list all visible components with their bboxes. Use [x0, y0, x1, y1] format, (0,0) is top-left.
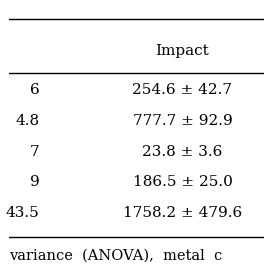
Text: 6: 6	[30, 83, 39, 97]
Text: 43.5: 43.5	[6, 206, 39, 220]
Text: 186.5 ± 25.0: 186.5 ± 25.0	[133, 175, 232, 189]
Text: 4.8: 4.8	[15, 114, 39, 128]
Text: variance  (ANOVA),  metal  c: variance (ANOVA), metal c	[9, 249, 222, 263]
Text: 254.6 ± 42.7: 254.6 ± 42.7	[132, 83, 232, 97]
Text: 7: 7	[30, 144, 39, 158]
Text: 9: 9	[30, 175, 39, 189]
Text: 777.7 ± 92.9: 777.7 ± 92.9	[133, 114, 232, 128]
Text: 23.8 ± 3.6: 23.8 ± 3.6	[142, 144, 223, 158]
Text: Impact: Impact	[155, 44, 209, 58]
Text: 1758.2 ± 479.6: 1758.2 ± 479.6	[123, 206, 242, 220]
